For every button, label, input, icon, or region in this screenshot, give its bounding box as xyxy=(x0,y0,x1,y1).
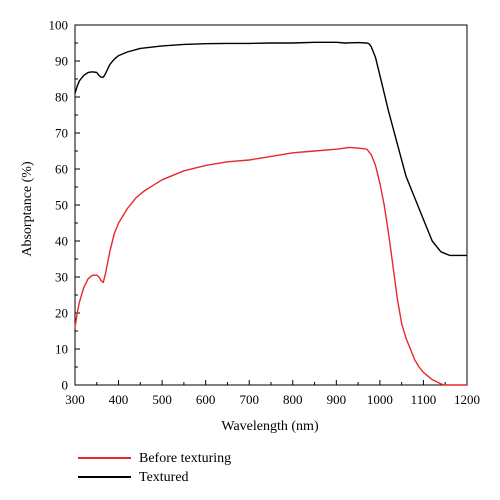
y-tick-label: 0 xyxy=(62,378,69,393)
y-axis-ticks: 0 10 20 30 40 50 60 70 80 90 100 xyxy=(49,18,80,393)
x-tick-label: 600 xyxy=(196,392,216,407)
x-tick-label: 1100 xyxy=(411,392,437,407)
series-line-textured xyxy=(74,41,467,257)
x-tick-label: 300 xyxy=(65,392,85,407)
plot-area xyxy=(74,24,468,386)
x-tick-label: 1000 xyxy=(367,392,393,407)
y-tick-label: 30 xyxy=(55,270,68,285)
y-tick-label: 50 xyxy=(55,198,68,213)
y-tick-label: 10 xyxy=(55,342,68,357)
x-tick-label: 500 xyxy=(152,392,172,407)
x-axis-label: Wavelength (nm) xyxy=(221,419,319,434)
y-tick-label: 80 xyxy=(55,90,68,105)
x-tick-label: 800 xyxy=(283,392,303,407)
series-line-before-texturing xyxy=(74,146,467,386)
legend-label-textured: Textured xyxy=(139,470,189,485)
x-tick-label: 700 xyxy=(239,392,259,407)
plot-frame xyxy=(74,24,468,386)
x-tick-label: 900 xyxy=(327,392,347,407)
legend-label-before-texturing: Before texturing xyxy=(139,451,231,466)
x-axis-ticks: 300 400 500 600 700 800 900 1000 1100 1200 xyxy=(65,380,480,407)
y-tick-label: 70 xyxy=(55,126,68,141)
y-tick-label: 100 xyxy=(49,18,69,33)
x-tick-label: 400 xyxy=(109,392,129,407)
x-tick-label: 1200 xyxy=(454,392,480,407)
y-tick-label: 40 xyxy=(55,234,68,249)
legend: Before texturing Textured xyxy=(78,451,231,485)
y-tick-label: 90 xyxy=(55,54,68,69)
y-axis-label: Absorptance (%) xyxy=(20,161,35,257)
y-tick-label: 60 xyxy=(55,162,68,177)
y-tick-label: 20 xyxy=(55,306,68,321)
series-layer xyxy=(74,41,467,386)
